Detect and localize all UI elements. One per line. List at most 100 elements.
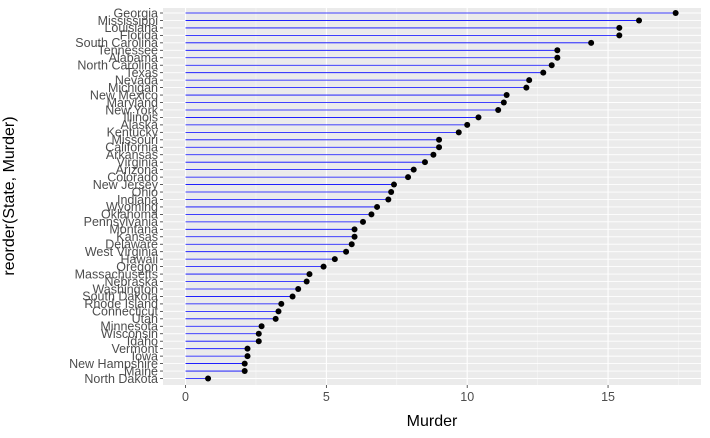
y-tick-label: Georgia [114, 6, 159, 20]
lollipop-point [331, 256, 338, 263]
y-tick-label: Delaware [105, 238, 158, 252]
lollipop-point [241, 368, 248, 375]
y-tick-label: Minnesota [100, 320, 158, 334]
lollipop-point [258, 323, 265, 330]
lollipop-point [464, 121, 471, 128]
y-tick-label: Maine [124, 364, 158, 378]
lollipop-point [272, 315, 279, 322]
lollipop-point [495, 106, 502, 113]
y-tick-label: California [105, 141, 158, 155]
y-tick-label: West Virginia [85, 245, 158, 259]
lollipop-point [320, 263, 327, 270]
lollipop-point [436, 144, 443, 151]
y-tick-label: Nevada [115, 73, 158, 87]
y-tick-label: Michigan [108, 81, 158, 95]
lollipop-point [503, 92, 510, 99]
lollipop-point [421, 159, 428, 166]
lollipop-point [616, 24, 623, 31]
panel-background [163, 8, 701, 385]
y-tick-label: Wisconsin [101, 327, 158, 341]
lollipop-point [205, 375, 212, 382]
y-tick-label: Hawaii [120, 252, 158, 266]
y-tick-label: Iowa [132, 349, 158, 363]
lollipop-point [374, 203, 381, 210]
y-tick-label: Montana [109, 223, 158, 237]
y-tick-label: Texas [125, 66, 158, 80]
y-tick-label: Colorado [107, 170, 158, 184]
lollipop-point [548, 62, 555, 69]
lollipop-point [540, 69, 547, 76]
y-tick-label: Arizona [116, 163, 158, 177]
y-tick-label: Utah [132, 312, 158, 326]
lollipop-point [244, 345, 251, 352]
y-tick-label: Rhode Island [84, 297, 158, 311]
lollipop-marks [185, 10, 679, 382]
lollipop-point [303, 278, 310, 285]
y-tick-label: Alaska [120, 118, 158, 132]
y-tick-label: Arkansas [106, 148, 158, 162]
lollipop-point [672, 10, 679, 16]
lollipop-point [368, 211, 375, 218]
lollipop-point [289, 293, 296, 300]
y-tick-label: Washington [92, 282, 158, 296]
y-tick-label: Alabama [109, 51, 158, 65]
lollipop-point [410, 166, 417, 173]
y-tick-label: Kentucky [107, 126, 159, 140]
x-tick-label: 15 [601, 390, 615, 404]
y-tick-label: Indiana [117, 193, 158, 207]
x-tick-label: 5 [323, 390, 330, 404]
y-tick-label: New York [105, 103, 159, 117]
lollipop-point [351, 226, 358, 233]
lollipop-point [351, 233, 358, 240]
lollipop-point [343, 248, 350, 255]
lollipop-point [359, 218, 366, 225]
lollipop-point [475, 114, 482, 121]
lollipop-point [385, 196, 392, 203]
lollipop-point [348, 241, 355, 248]
lollipop-point [278, 300, 285, 307]
y-tick-label: Oklahoma [101, 208, 158, 222]
y-tick-label: Wyoming [106, 200, 158, 214]
y-tick-label: New Jersey [93, 178, 159, 192]
lollipop-point [436, 136, 443, 143]
lollipop-point [295, 285, 302, 292]
y-axis-title: reorder(State, Murder) [1, 116, 18, 275]
lollipop-point [255, 338, 262, 345]
lollipop-point [455, 129, 462, 136]
y-tick-label: North Dakota [84, 372, 158, 386]
lollipop-point [255, 330, 262, 337]
lollipop-point [390, 181, 397, 188]
lollipop-point [388, 189, 395, 196]
y-tick-label: Missouri [111, 133, 158, 147]
y-tick-label: New Hampshire [69, 357, 158, 371]
y-tick-label: Pennsylvania [84, 215, 158, 229]
lollipop-point [241, 360, 248, 367]
lollipop-point [405, 174, 412, 181]
y-tick-label: Vermont [111, 342, 158, 356]
y-tick-label: Florida [120, 29, 158, 43]
y-tick-label: Oregon [116, 260, 158, 274]
y-tick-label: New Mexico [90, 88, 158, 102]
y-tick-label: Connecticut [92, 305, 159, 319]
y-tick-label: Massachusetts [75, 267, 158, 281]
lollipop-point [500, 99, 507, 106]
y-tick-label: Louisiana [104, 21, 158, 35]
lollipop-point [616, 32, 623, 39]
lollipop-point [588, 39, 595, 46]
y-tick-label: South Dakota [82, 290, 158, 304]
y-tick-label: Tennessee [98, 44, 159, 58]
y-tick-label: Kansas [116, 230, 158, 244]
y-tick-label: Maryland [107, 96, 158, 110]
x-tick-label: 10 [460, 390, 474, 404]
x-tick-label: 0 [182, 390, 189, 404]
y-tick-label: Illinois [123, 111, 158, 125]
y-tick-label: Mississippi [98, 14, 158, 28]
lollipop-point [430, 151, 437, 158]
y-tick-label: Ohio [132, 185, 158, 199]
y-tick-label: Nebraska [105, 275, 159, 289]
y-tick-label: South Carolina [75, 36, 158, 50]
lollipop-point [636, 17, 643, 24]
lollipop-point [526, 77, 533, 84]
